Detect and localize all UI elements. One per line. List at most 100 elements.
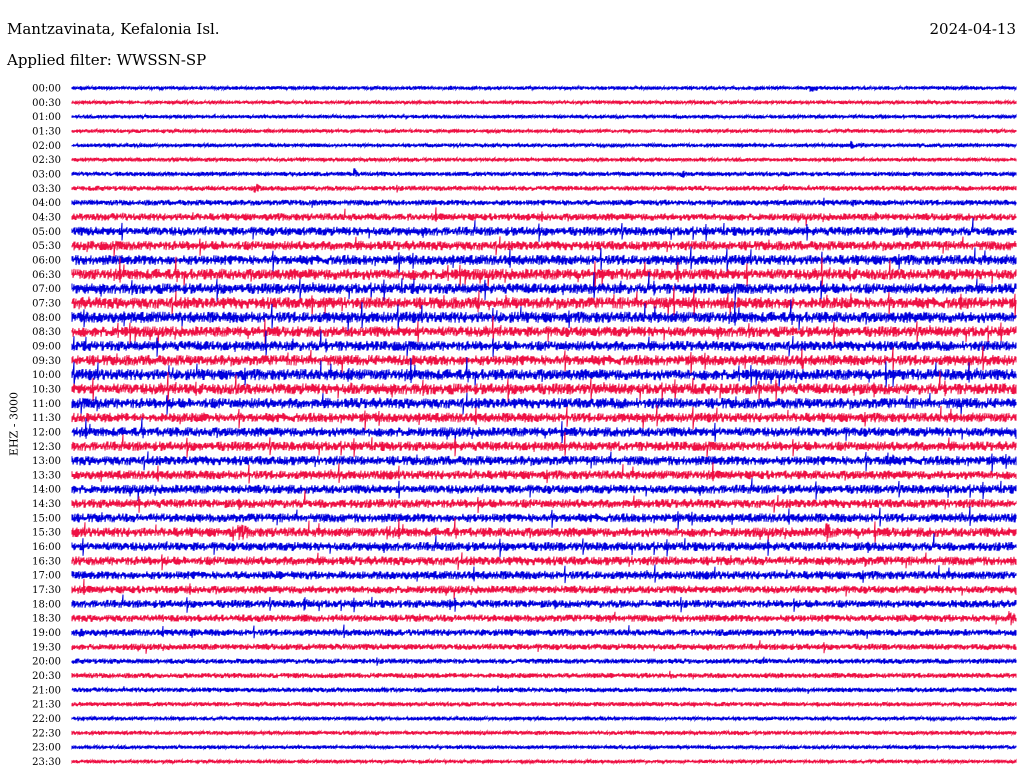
trace-row-2330: [71, 757, 1017, 766]
y-tick-label: 17:30: [32, 585, 61, 596]
y-tick-label: 21:30: [32, 700, 61, 711]
trace-row-2300: [71, 743, 1017, 751]
trace-row-1930: [71, 640, 1017, 654]
trace-row-0800: [71, 299, 1017, 332]
y-tick-label: 02:30: [32, 155, 61, 166]
y-tick-label: 08:00: [32, 313, 61, 324]
y-tick-label: 11:30: [32, 413, 61, 424]
trace-row-2100: [71, 685, 1017, 695]
trace-row-1600: [71, 533, 1017, 558]
trace-row-0730: [71, 286, 1017, 320]
trace-row-0500: [71, 217, 1017, 242]
trace-row-0530: [71, 236, 1017, 257]
trace-row-1430: [71, 490, 1017, 513]
y-tick-label: 23:30: [32, 757, 61, 768]
y-tick-label: 09:00: [32, 341, 61, 352]
y-tick-label: 03:30: [32, 184, 61, 195]
trace-row-1100: [71, 392, 1017, 417]
trace-row-0330: [71, 183, 1017, 193]
trace-row-1000: [71, 356, 1017, 391]
trace-row-1130: [71, 404, 1017, 431]
trace-row-1830: [71, 611, 1017, 626]
station-title: Mantzavinata, Kefalonia Isl.: [7, 20, 220, 38]
trace-row-0100: [71, 112, 1017, 121]
trace-row-1800: [71, 594, 1017, 613]
y-tick-label: 20:00: [32, 657, 61, 668]
y-tick-label: 20:30: [32, 671, 61, 682]
trace-group: [71, 84, 1017, 766]
y-tick-label: 03:00: [32, 169, 61, 180]
trace-row-2200: [71, 714, 1017, 723]
y-tick-label: 19:30: [32, 642, 61, 653]
trace-row-0400: [71, 197, 1017, 208]
y-tick-label: 01:00: [32, 112, 61, 123]
trace-row-0200: [71, 140, 1017, 150]
y-tick-label: 22:30: [32, 728, 61, 739]
trace-row-0930: [71, 345, 1017, 375]
y-tick-label: 07:00: [32, 284, 61, 295]
y-tick-label: 06:00: [32, 255, 61, 266]
trace-row-0430: [71, 207, 1017, 226]
trace-row-0000: [71, 84, 1017, 92]
trace-row-1400: [71, 478, 1017, 501]
trace-row-1730: [71, 578, 1017, 600]
y-tick-label: 18:30: [32, 614, 61, 625]
y-tick-label: 13:00: [32, 456, 61, 467]
trace-row-0600: [71, 246, 1017, 274]
trace-row-0630: [71, 256, 1017, 290]
trace-row-2130: [71, 700, 1017, 708]
y-tick-label: 01:30: [32, 126, 61, 137]
y-tick-label: 00:30: [32, 98, 61, 109]
trace-row-0130: [71, 127, 1017, 135]
y-tick-label: 22:00: [32, 714, 61, 725]
trace-row-2030: [71, 670, 1017, 680]
y-tick-label: 16:00: [32, 542, 61, 553]
y-tick-label: 11:00: [32, 399, 61, 410]
y-tick-label: 12:30: [32, 442, 61, 453]
trace-row-0230: [71, 155, 1017, 164]
trace-row-1500: [71, 506, 1017, 530]
date-label: 2024-04-13: [929, 20, 1016, 38]
y-tick-label: 10:00: [32, 370, 61, 381]
y-tick-label: 17:00: [32, 571, 61, 582]
trace-row-1700: [71, 564, 1017, 584]
y-tick-label: 04:30: [32, 212, 61, 223]
y-tick-label: 15:30: [32, 528, 61, 539]
y-tick-label: 06:30: [32, 270, 61, 281]
y-tick-label: 14:00: [32, 485, 61, 496]
y-tick-label: 08:30: [32, 327, 61, 338]
trace-row-0700: [71, 271, 1017, 302]
tick-label-group: 00:00 00:30 01:00 01:30 02:00 02:30 03:00 03:30…: [32, 84, 61, 769]
trace-row-2000: [71, 656, 1017, 666]
y-tick-label: 09:30: [32, 356, 61, 367]
trace-row-1900: [71, 624, 1017, 639]
y-tick-label: 05:00: [32, 227, 61, 238]
y-tick-label: 15:00: [32, 513, 61, 524]
trace-row-0830: [71, 315, 1017, 347]
trace-row-1030: [71, 371, 1017, 403]
y-tick-label: 02:00: [32, 141, 61, 152]
y-tick-label: 16:30: [32, 556, 61, 567]
y-tick-label: 19:00: [32, 628, 61, 639]
trace-row-1230: [71, 432, 1017, 458]
trace-row-0030: [71, 98, 1017, 107]
y-tick-label: 21:00: [32, 685, 61, 696]
y-tick-label: 07:30: [32, 298, 61, 309]
y-tick-label: 05:30: [32, 241, 61, 252]
trace-row-0900: [71, 330, 1017, 358]
filter-label: Applied filter: WWSSN-SP: [7, 51, 207, 69]
trace-row-1300: [71, 451, 1017, 474]
y-tick-label: 13:30: [32, 470, 61, 481]
y-tick-label: 04:00: [32, 198, 61, 209]
y-tick-label: 23:00: [32, 743, 61, 754]
trace-row-0300: [71, 168, 1017, 178]
trace-row-1200: [71, 417, 1017, 445]
y-tick-label: 14:30: [32, 499, 61, 510]
trace-row-1530: [71, 517, 1017, 545]
y-tick-label: 12:00: [32, 427, 61, 438]
y-tick-label: 18:00: [32, 599, 61, 610]
y-tick-label: 00:00: [32, 84, 61, 95]
trace-row-1630: [71, 552, 1017, 571]
y-tick-label: 10:30: [32, 384, 61, 395]
